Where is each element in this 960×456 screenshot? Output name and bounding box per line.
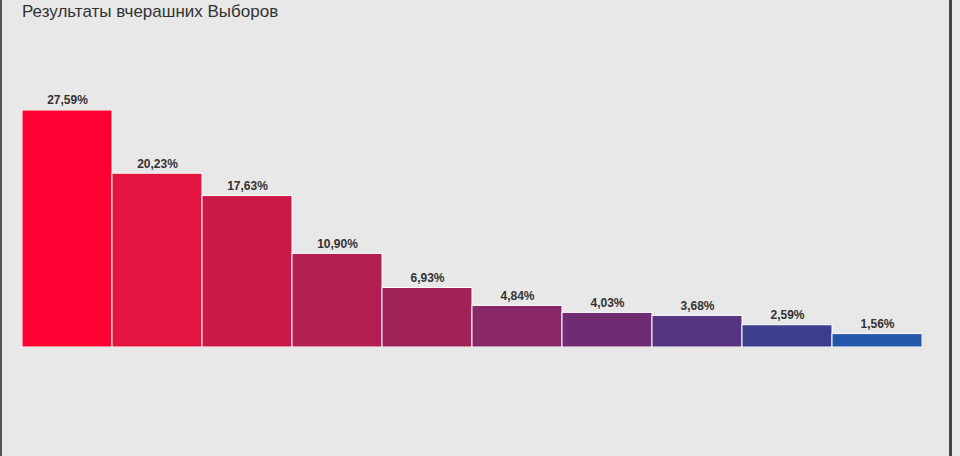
- svg-text:17,63%: 17,63%: [227, 179, 268, 193]
- html-text:Результаты вчерашних Выборов: Результаты вчерашних Выборов: [22, 2, 279, 21]
- svg-text:2,59%: 2,59%: [770, 308, 804, 322]
- svg-text:1,56%: 1,56%: [860, 317, 894, 331]
- svg-text:10,90%: 10,90%: [317, 237, 358, 251]
- svg-text:4,03%: 4,03%: [590, 296, 624, 310]
- svg-text:6,93%: 6,93%: [410, 271, 444, 285]
- svg-text:20,23%: 20,23%: [137, 157, 178, 171]
- svg-text:4,84%: 4,84%: [500, 289, 534, 303]
- svg-text:3,68%: 3,68%: [680, 299, 714, 313]
- svg-text:27,59%: 27,59%: [47, 93, 88, 107]
